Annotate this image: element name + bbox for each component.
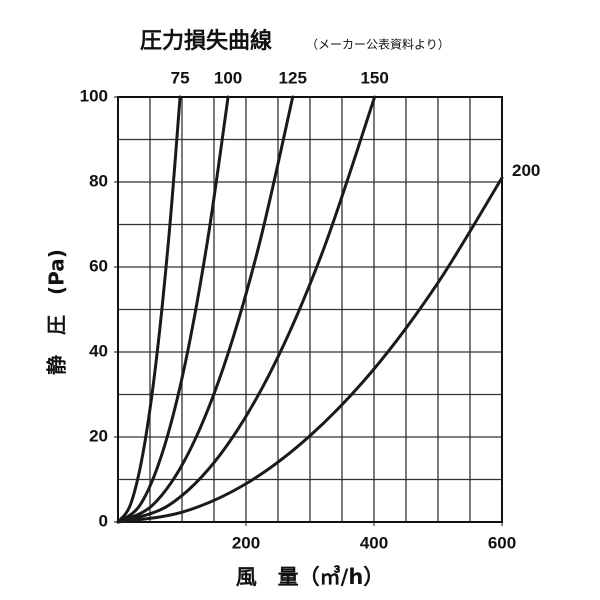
x-tick-label: 200: [232, 533, 260, 552]
y-tick-label: 80: [89, 171, 108, 190]
chart-title: 圧力損失曲線: [140, 28, 272, 54]
y-axis-label: 静 圧 (Pa): [45, 249, 69, 375]
curve: [116, 95, 295, 524]
x-axis-label: 風 量（㎥/h）: [236, 565, 385, 589]
chart-subtitle: （メーカー公表資料より）: [306, 38, 450, 52]
y-tick-label: 60: [89, 256, 108, 275]
series-label: 150: [360, 68, 388, 87]
x-tick-label: 400: [360, 533, 388, 552]
x-tick-label: 600: [488, 533, 516, 552]
plot-frame: [117, 96, 503, 523]
curve: [116, 95, 182, 524]
curve: [116, 95, 230, 524]
series-label: 100: [214, 68, 242, 87]
y-tick-label: 100: [80, 86, 108, 105]
curve: [116, 95, 377, 524]
series-label: 75: [171, 68, 190, 87]
y-tick-label: 40: [89, 341, 108, 360]
y-tick-label: 20: [89, 426, 108, 445]
series-label: 200: [512, 161, 540, 180]
curve: [116, 176, 504, 524]
series-label: 125: [279, 68, 307, 87]
y-tick-label: 0: [99, 511, 108, 530]
